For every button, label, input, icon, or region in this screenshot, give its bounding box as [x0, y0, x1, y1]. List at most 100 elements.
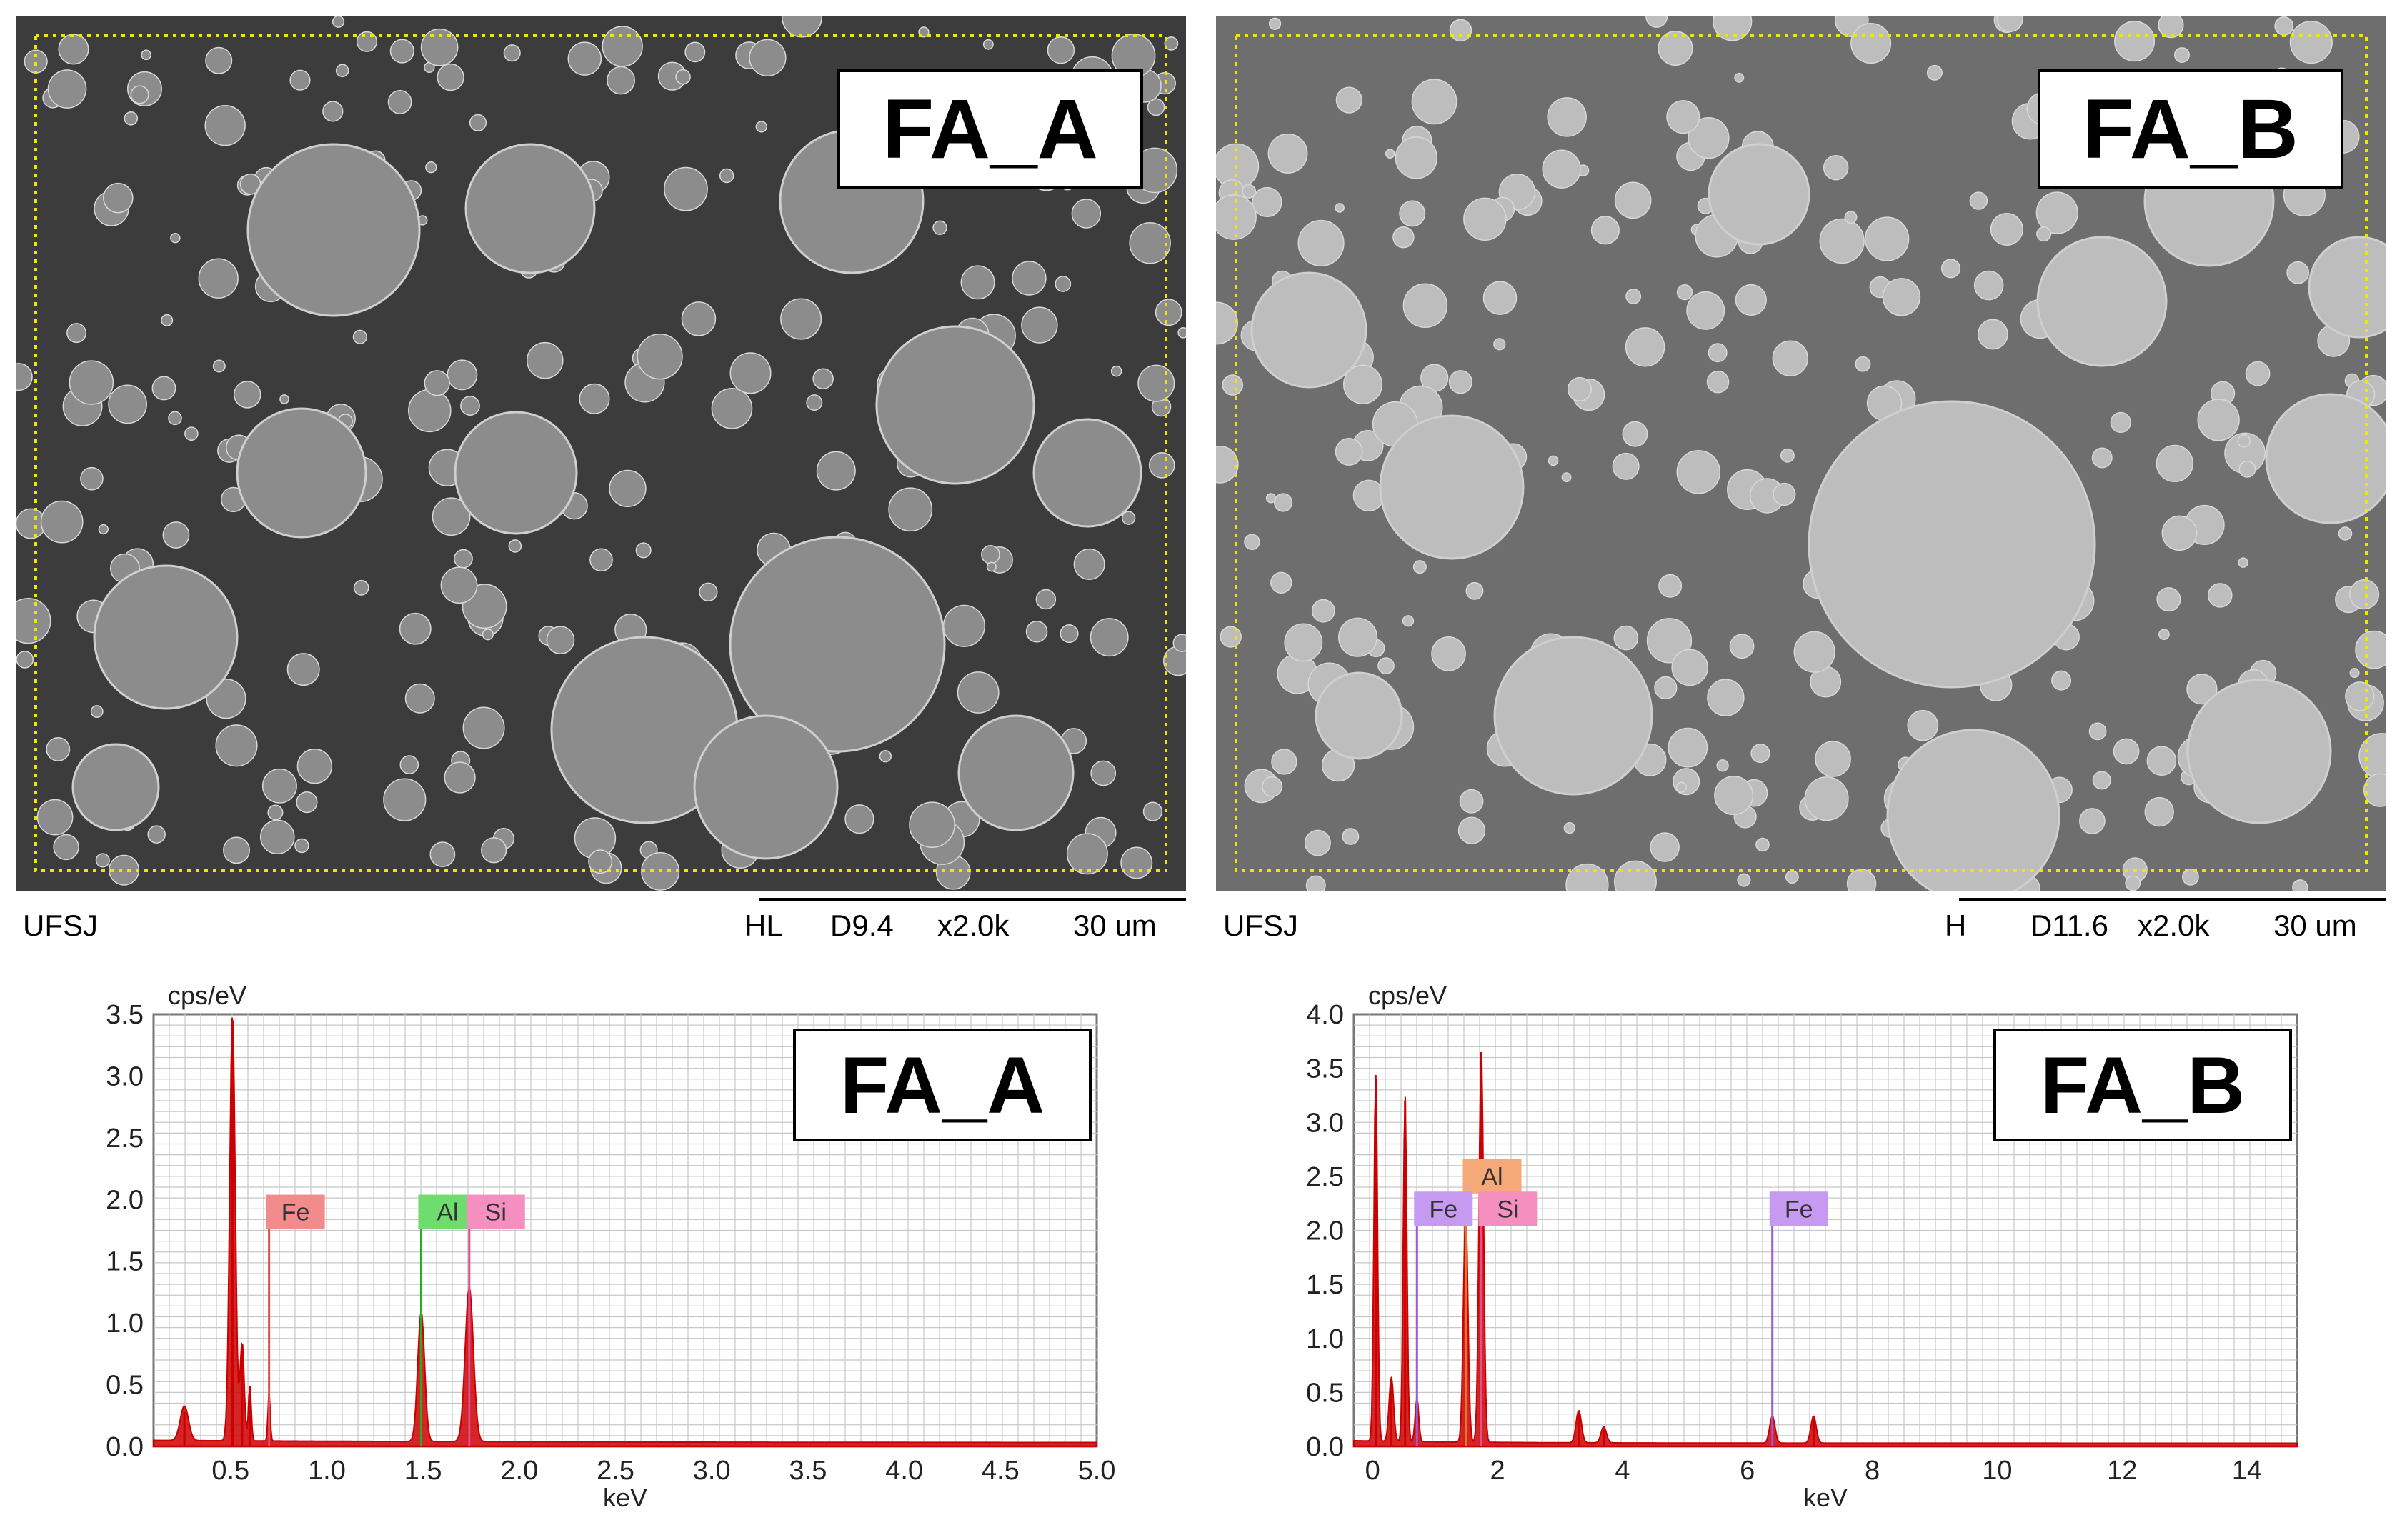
sem-particle [93, 564, 239, 710]
sem-particle [1411, 79, 1457, 125]
y-tick-label: 0.0 [106, 1432, 144, 1462]
x-tick-label: 14 [2232, 1456, 2262, 1486]
sem-particle [1996, 16, 2023, 33]
sem-particle [1622, 421, 1648, 447]
sem-particle [2156, 587, 2181, 612]
sem-particle [2156, 444, 2194, 483]
sem-particle [1676, 284, 1693, 301]
sem-particle [1706, 370, 1730, 394]
sem-particle [1164, 36, 1179, 51]
sem-particle [2088, 722, 2107, 741]
sem-particle [681, 301, 717, 336]
sem-particle [1402, 615, 1415, 627]
sem-footer-left: UFSJ [23, 909, 98, 942]
sem-particle [1666, 100, 1700, 134]
analysis-region-frame [1235, 34, 2368, 872]
sem-particle [1567, 376, 1593, 402]
sem-particle [1216, 446, 1239, 484]
sem-particle [609, 469, 647, 507]
sem-particle [1990, 212, 2023, 246]
sem-particle [2289, 21, 2333, 64]
sem-particle [1650, 832, 1680, 862]
sem-particle [151, 376, 176, 401]
y-tick-label: 2.0 [1306, 1216, 1344, 1246]
sem-particle [424, 370, 450, 396]
sem-particle [437, 63, 464, 91]
sem-particle [1338, 617, 1378, 657]
sem-particle [2158, 16, 2184, 39]
sem-particle [664, 166, 708, 211]
sem-particle [1172, 634, 1186, 652]
sem-particle [2197, 399, 2240, 441]
sem-particle [1493, 636, 1653, 796]
sem-particle [1671, 649, 1708, 686]
sem-particle [1311, 599, 1335, 623]
sem-particle [205, 46, 233, 74]
sem-particle [130, 85, 149, 104]
x-axis-label: keV [1803, 1483, 1848, 1512]
sem-particle [279, 394, 289, 404]
sem-particle [1090, 618, 1129, 657]
x-tick-label: 0 [1365, 1456, 1380, 1486]
sem-particle [71, 743, 160, 831]
sem-particle [1735, 284, 1767, 316]
sem-particle [2207, 583, 2233, 608]
sem-particle [1244, 534, 1260, 550]
sem-particle [161, 314, 174, 326]
sem-particle [2245, 361, 2271, 386]
sem-particle [503, 44, 521, 62]
sem-particle [454, 549, 473, 569]
sem-particle [579, 383, 610, 414]
sem-particle [1035, 589, 1057, 610]
sem-particle [1625, 289, 1642, 304]
y-tick-label: 3.0 [106, 1061, 144, 1091]
sem-particle [1547, 97, 1587, 137]
sem-particle [2092, 771, 2111, 790]
sem-particle [1021, 306, 1058, 344]
sem-particle [2036, 226, 2052, 242]
y-axis-label: cps/eV [1368, 981, 1447, 1010]
spectrum-series [1353, 1055, 2298, 1447]
sem-particle [729, 352, 772, 394]
sem-particle [47, 69, 87, 109]
sem-particle [1493, 338, 1506, 351]
sem-particle [40, 500, 84, 544]
sem-particle [982, 39, 994, 50]
sem-particle [24, 49, 48, 74]
sem-particle [1457, 816, 1486, 844]
sem-particle [932, 220, 947, 236]
element-tag-label: Al [437, 1199, 458, 1226]
sem-label-fa-a: FA_A [837, 69, 1143, 189]
analysis-region-frame [34, 34, 1167, 872]
sem-particle [58, 34, 89, 65]
sem-particle [1055, 276, 1072, 292]
x-tick-label: 12 [2107, 1456, 2137, 1486]
sem-panel-fa-a: FA_A UFSJ HL D9.4 x2.0k 30 um [16, 16, 1186, 966]
sem-particle [440, 566, 478, 604]
sem-particle [383, 778, 427, 821]
sem-particle [780, 298, 822, 340]
sem-particle [1129, 222, 1171, 264]
sem-footer-wd: D9.4 [830, 909, 894, 942]
sem-particle [637, 333, 683, 380]
sem-particle [1012, 261, 1047, 296]
sem-particle [1855, 356, 1871, 372]
sem-particle [1142, 801, 1163, 821]
x-tick-label: 2.5 [597, 1456, 634, 1486]
sem-footer-wd: D11.6 [2030, 909, 2108, 942]
sem-particle [957, 714, 1075, 831]
y-tick-label: 1.0 [106, 1309, 144, 1339]
sem-particle [425, 161, 437, 174]
y-tick-label: 2.0 [106, 1185, 144, 1215]
sem-particle [1750, 743, 1770, 764]
sem-particle [1147, 98, 1165, 116]
sem-particle [1110, 365, 1122, 377]
sem-particle [1222, 374, 1244, 396]
sem-particle [844, 804, 874, 834]
y-axis-label: cps/eV [168, 981, 246, 1010]
sem-particle [444, 761, 476, 794]
element-tag-label: Al [1481, 1164, 1503, 1191]
sem-particle [2158, 629, 2170, 641]
sem-particle [90, 705, 104, 718]
sem-particle [1448, 370, 1472, 394]
